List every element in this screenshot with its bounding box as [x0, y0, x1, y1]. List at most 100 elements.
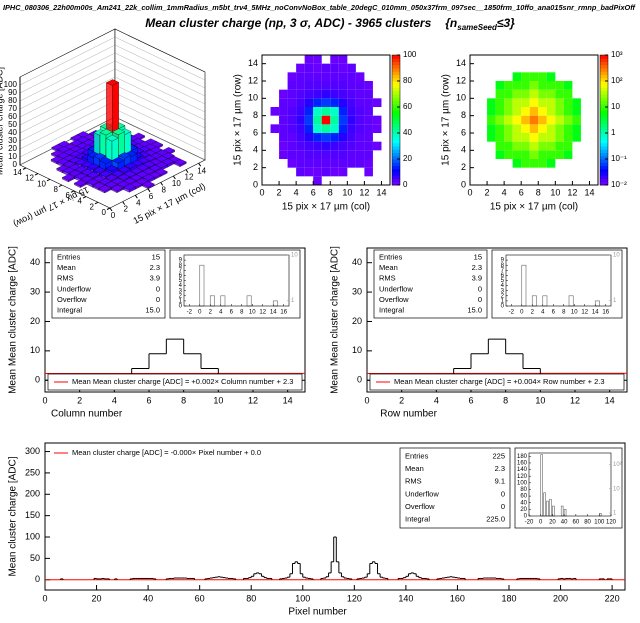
heatmap-cell: [495, 141, 505, 151]
y-tick-label: 2: [461, 162, 466, 172]
x-tick-label: 0: [42, 593, 47, 603]
colorbar-frame: [599, 54, 609, 186]
heatmap-cell: [287, 133, 297, 142]
bar-top: [104, 181, 118, 188]
colorbar-step: [392, 178, 400, 183]
bar-top: [141, 174, 156, 181]
heatmap-cell: [555, 124, 564, 133]
heatmap-cell: [504, 124, 513, 133]
colorbar-step: [392, 123, 400, 127]
y-tick-label: 4: [461, 145, 466, 155]
bar-top: [93, 152, 107, 160]
y-tick-label: 0: [35, 574, 40, 584]
x-tick-label: 4: [294, 187, 299, 197]
heatmap-cell: [521, 133, 530, 142]
colorbar-step: [392, 90, 400, 95]
bar-top: [61, 174, 76, 181]
heatmap-cell: [313, 55, 322, 64]
heatmap-cell: [529, 124, 539, 133]
colorbar-step: [392, 126, 400, 131]
row-tick-label: 12: [25, 174, 34, 183]
inset-y-tick-label: 3: [501, 288, 505, 294]
legend-label: Mean Mean cluster charge [ADC] = +0.004×…: [394, 377, 605, 386]
z-tick-label: 30: [8, 136, 17, 145]
heatmap-cell: [347, 72, 356, 81]
stats-name: Underflow: [57, 284, 91, 293]
colorbar-step: [600, 168, 608, 173]
heatmap-cell: [487, 115, 496, 125]
inset-y-tick-label: 100: [517, 480, 528, 486]
heatmap-cell: [529, 72, 539, 81]
col-tick: [122, 201, 126, 205]
x-tick-label: 4: [502, 187, 507, 197]
col-tick-label: 0: [111, 211, 116, 220]
heatmap-cell: [296, 89, 305, 99]
colorbar-step: [600, 155, 608, 160]
inset-x-tick-label: -20: [525, 520, 534, 526]
colorbar-step: [600, 162, 608, 166]
heatmap-cell: [563, 133, 573, 142]
colorbar-step: [392, 77, 400, 82]
row-tick: [106, 207, 111, 210]
heatmap-cell: [313, 89, 322, 99]
colorbar-step: [600, 133, 608, 137]
heatmap-cell: [296, 159, 305, 168]
heatmap-cell: [330, 141, 339, 151]
heatmap-cell: [347, 89, 356, 99]
heatmap-cell: [512, 141, 522, 151]
heatmap-cell: [296, 141, 305, 151]
inset-y-tick-label: 7: [179, 268, 183, 274]
title-note-sub: sameSeed: [457, 23, 498, 32]
heatmap-cell: [563, 81, 573, 90]
stats-value: 0: [501, 502, 505, 511]
colorbar-label: 0: [403, 180, 408, 189]
inset-y-tick-label: 0: [501, 304, 505, 310]
colorbar-step: [600, 136, 608, 140]
heatmap-cell: [504, 81, 513, 90]
heatmap-cell: [546, 150, 556, 159]
heatmap-cell: [321, 159, 331, 168]
heatmap-cell: [296, 72, 305, 81]
row-tick-label: 2: [90, 202, 95, 211]
title-main: Mean cluster charge (np, 3 σ, ADC) - 396…: [145, 16, 431, 30]
bar-top: [111, 128, 126, 135]
inset-y-tick-label: 3: [179, 288, 183, 294]
stats-name: Overflow: [57, 295, 87, 304]
y-tick-label: 10: [352, 345, 362, 355]
colorbar-step: [600, 159, 608, 163]
inset-x-tick-label: 2: [209, 310, 213, 316]
heatmap-cell: [364, 167, 373, 177]
inset-box: [514, 447, 623, 529]
stats-value: 3.9: [150, 274, 160, 283]
heatmap-cell: [321, 115, 331, 125]
heatmap-cell: [287, 141, 297, 151]
inset-y-tick-label: 4: [501, 283, 505, 289]
heatmap-cell: [321, 107, 331, 116]
heatmap-cell: [355, 159, 365, 168]
z-grid-line: [19, 52, 206, 102]
stats-value: 0: [478, 284, 482, 293]
colorbar-step: [392, 120, 400, 124]
heatmap-cell: [279, 124, 288, 133]
heatmap-cell: [529, 107, 539, 116]
heatmap-cell: [364, 98, 373, 107]
inset-y-tick-label: 140: [517, 467, 528, 473]
heatmap-cell: [355, 124, 365, 133]
heatmap-cell: [563, 107, 573, 116]
colorbar-step: [600, 90, 608, 95]
y-tick-label: 6: [253, 127, 258, 137]
heatmap-cell: [287, 72, 297, 81]
col-tick-label: 2: [123, 205, 128, 214]
y-axis-label: 15 pix × 17 µm (row): [233, 74, 244, 166]
x-tick-label: 20: [92, 593, 102, 603]
colorbar-step: [600, 152, 608, 157]
colorbar-step: [600, 84, 608, 88]
z-axis-label: Mean cluster charge [ADC]: [0, 67, 4, 175]
heatmap-cell: [504, 107, 513, 116]
colorbar-step: [600, 58, 608, 62]
heatmap-cell: [330, 72, 339, 81]
stats-name: Mean: [405, 464, 424, 473]
heatmap-cell: [347, 63, 356, 73]
colorbar-step: [392, 87, 400, 92]
heatmap-cell: [504, 98, 513, 107]
